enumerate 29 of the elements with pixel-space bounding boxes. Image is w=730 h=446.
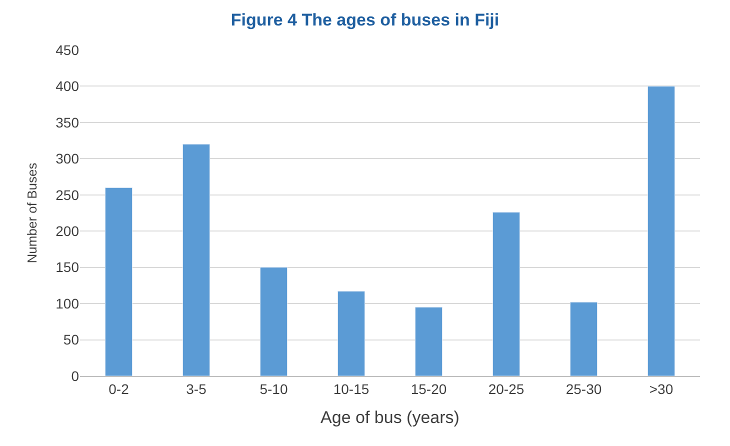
y-tick-label: 150 bbox=[56, 259, 80, 276]
y-tick-label: 250 bbox=[56, 186, 80, 203]
y-tick-label: 50 bbox=[63, 332, 80, 348]
y-tick-label: 100 bbox=[56, 295, 80, 312]
x-axis-title: Age of bus (years) bbox=[320, 408, 460, 428]
x-tick-label: >30 bbox=[649, 380, 674, 397]
chart-title: Figure 4 The ages of buses in Fiji bbox=[230, 10, 500, 30]
y-axis-title: Number of Buses bbox=[24, 162, 40, 264]
y-tick-label: 450 bbox=[56, 42, 80, 58]
x-tick-label: 10-15 bbox=[333, 380, 370, 397]
y-tick-label: 350 bbox=[56, 114, 80, 130]
bar bbox=[492, 212, 520, 376]
bar bbox=[647, 86, 676, 376]
bar bbox=[570, 302, 598, 376]
x-tick-label: 3-5 bbox=[186, 380, 207, 397]
bar bbox=[414, 306, 443, 376]
y-tick-label: 0 bbox=[71, 368, 80, 384]
x-tick-label: 5-10 bbox=[260, 380, 288, 397]
y-tick-label: 400 bbox=[56, 78, 80, 94]
y-tick-label: 300 bbox=[56, 150, 80, 167]
x-tick-label: 20-25 bbox=[488, 380, 524, 397]
y-tick-label: 200 bbox=[56, 223, 80, 240]
x-tick-label: 0-2 bbox=[108, 380, 130, 397]
bar bbox=[182, 144, 210, 376]
x-tick-label: 15-20 bbox=[410, 380, 447, 397]
x-tick-label: 25-30 bbox=[566, 380, 602, 397]
bar bbox=[260, 267, 288, 376]
bar bbox=[104, 187, 133, 376]
bar bbox=[337, 290, 366, 376]
